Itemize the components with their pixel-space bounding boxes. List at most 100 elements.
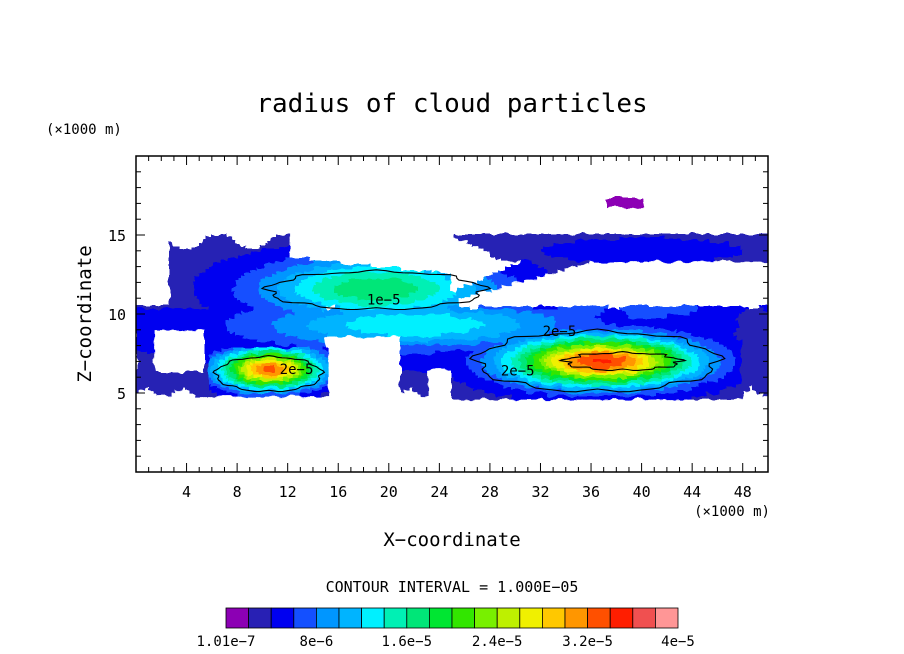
contour-cell: [421, 369, 425, 373]
contour-cell: [457, 360, 461, 364]
contour-cell: [436, 300, 440, 304]
contour-cell: [352, 297, 356, 301]
contour-cell: [292, 261, 296, 265]
contour-cell: [322, 327, 326, 331]
contour-cell: [280, 321, 284, 325]
contour-cell: [517, 375, 521, 379]
contour-cell: [310, 261, 314, 265]
contour-cell: [250, 342, 254, 346]
contour-cell: [202, 279, 206, 283]
contour-cell: [385, 306, 389, 310]
contour-cell: [475, 378, 479, 382]
contour-cell: [337, 312, 341, 316]
contour-cell: [427, 360, 431, 364]
contour-cell: [259, 321, 263, 325]
contour-cell: [502, 270, 506, 274]
contour-cell: [247, 339, 251, 343]
contour-cell: [391, 309, 395, 313]
contour-cell: [292, 366, 296, 370]
contour-cell: [511, 270, 515, 274]
contour-cell: [187, 276, 191, 280]
contour-cell: [250, 336, 254, 340]
contour-cell: [139, 309, 143, 313]
contour-cell: [394, 330, 398, 334]
contour-cell: [220, 360, 224, 364]
contour-cell: [445, 294, 449, 298]
contour-cell: [376, 291, 380, 295]
contour-cell: [247, 384, 251, 388]
contour-cell: [307, 309, 311, 313]
contour-cell: [301, 336, 305, 340]
contour-cell: [427, 363, 431, 367]
contour-cell: [211, 363, 215, 367]
contour-cell: [214, 378, 218, 382]
contour-cell: [325, 387, 329, 391]
contour-cell: [370, 327, 374, 331]
contour-cell: [145, 312, 149, 316]
contour-cell: [166, 375, 170, 379]
contour-cell: [511, 381, 515, 385]
contour-cell: [193, 288, 197, 292]
contour-cell: [490, 390, 494, 394]
contour-cell: [184, 375, 188, 379]
contour-cell: [523, 252, 527, 256]
contour-cell: [502, 366, 506, 370]
contour-cell: [508, 360, 512, 364]
contour-cell: [523, 306, 527, 310]
contour-cell: [394, 285, 398, 289]
contour-cell: [232, 261, 236, 265]
contour-cell: [277, 360, 281, 364]
contour-cell: [316, 387, 320, 391]
contour-cell: [241, 291, 245, 295]
contour-cell: [139, 384, 143, 388]
contour-cell: [505, 357, 509, 361]
contour-cell: [262, 393, 266, 397]
contour-cell: [283, 336, 287, 340]
contour-cell: [301, 285, 305, 289]
contour-cell: [187, 252, 191, 256]
contour-cell: [244, 360, 248, 364]
contour-cell: [463, 234, 467, 238]
contour-cell: [205, 291, 209, 295]
contour-cell: [526, 234, 530, 238]
contour-cell: [442, 279, 446, 283]
contour-cell: [316, 369, 320, 373]
contour-cell: [325, 372, 329, 376]
contour-cell: [364, 285, 368, 289]
contour-cell: [421, 285, 425, 289]
contour-cell: [400, 315, 404, 319]
contour-cell: [241, 285, 245, 289]
contour-cell: [274, 345, 278, 349]
contour-cell: [274, 300, 278, 304]
contour-cell: [196, 378, 200, 382]
contour-cell: [223, 321, 227, 325]
contour-cell: [226, 390, 230, 394]
contour-cell: [217, 273, 221, 277]
contour-cell: [370, 270, 374, 274]
contour-cell: [361, 303, 365, 307]
contour-cell: [466, 360, 470, 364]
contour-cell: [223, 360, 227, 364]
contour-cell: [370, 267, 374, 271]
contour-cell: [499, 372, 503, 376]
contour-cell: [151, 354, 155, 358]
contour-cell: [355, 303, 359, 307]
contour-cell: [247, 291, 251, 295]
contour-cell: [496, 366, 500, 370]
contour-cell: [280, 363, 284, 367]
contour-cell: [514, 381, 518, 385]
contour-cell: [211, 357, 215, 361]
contour-cell: [256, 315, 260, 319]
contour-cell: [520, 306, 524, 310]
contour-cell: [268, 345, 272, 349]
contour-cell: [241, 360, 245, 364]
contour-cell: [202, 240, 206, 244]
contour-cell: [448, 351, 452, 355]
contour-cell: [526, 258, 530, 262]
contour-cell: [292, 318, 296, 322]
contour-cell: [382, 273, 386, 277]
contour-cell: [481, 327, 485, 331]
contour-cell: [193, 294, 197, 298]
contour-cell: [349, 279, 353, 283]
contour-cell: [301, 315, 305, 319]
